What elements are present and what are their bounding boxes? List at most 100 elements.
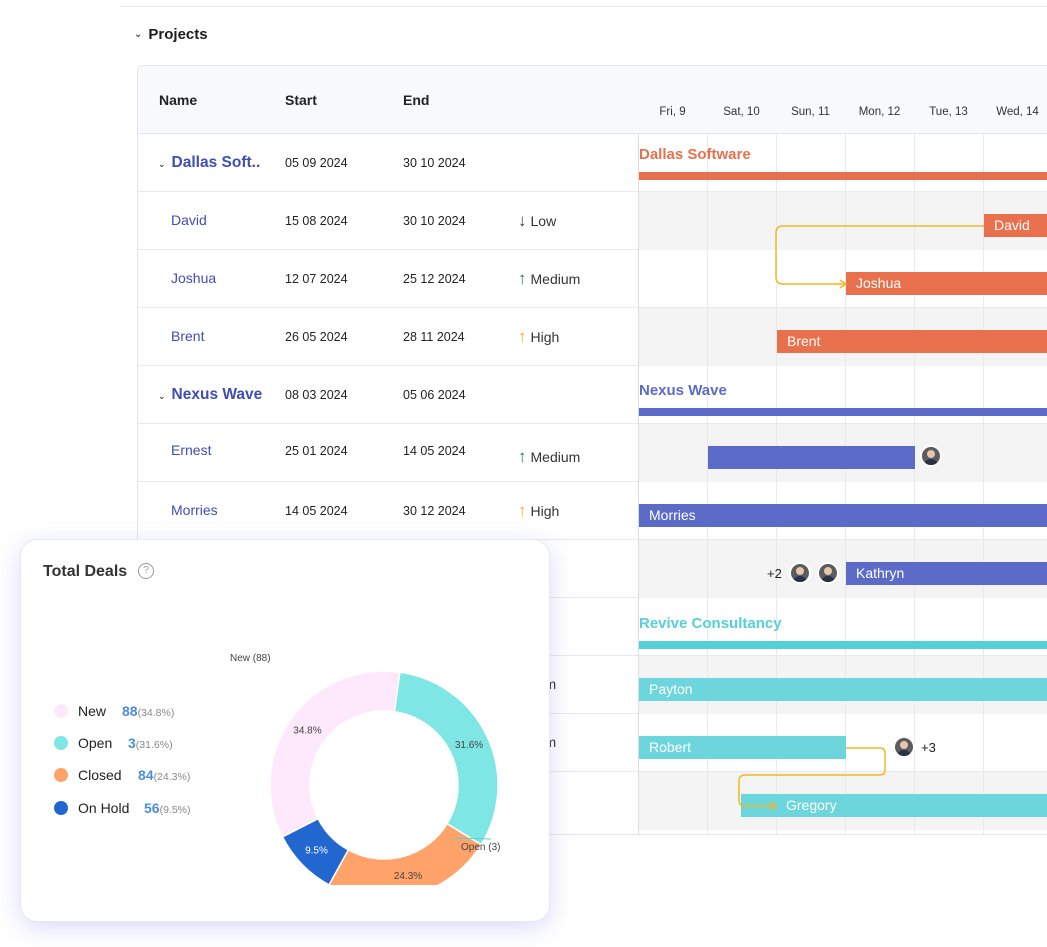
section-header-projects[interactable]: ⌄ Projects [134, 26, 208, 43]
table-row[interactable]: Joshua 12 07 2024 25 12 2024 ↑ Medium [138, 250, 1047, 308]
legend-value: 84 [138, 767, 154, 783]
callout-label: New (88) [230, 653, 271, 664]
group-name[interactable]: ⌄ Nexus Wave [158, 386, 262, 404]
start-date: 15 08 2024 [285, 214, 348, 228]
chevron-down-icon[interactable]: ⌄ [158, 159, 166, 169]
arrow-up-icon: ↑ [518, 501, 527, 520]
day-gridline [707, 134, 708, 834]
chevron-down-icon[interactable]: ⌄ [134, 29, 143, 40]
day-header: Mon, 12 [858, 106, 901, 118]
gantt-bar-ernest[interactable] [708, 446, 915, 469]
callout-line [453, 837, 492, 840]
row-name[interactable]: Ernest [171, 442, 212, 458]
avatar[interactable] [893, 736, 915, 758]
legend-dot [54, 704, 68, 718]
column-header-name[interactable]: Name [159, 92, 198, 108]
section-title: Projects [148, 26, 208, 43]
avatar[interactable] [817, 562, 839, 584]
start-date: 25 01 2024 [285, 444, 348, 458]
day-header: Wed, 14 [996, 106, 1039, 118]
donut-slice-label: 9.5% [305, 845, 328, 856]
row-name[interactable]: David [171, 212, 207, 228]
legend-label: Closed [78, 767, 122, 783]
priority: ↑ High [518, 502, 559, 519]
legend-dot [54, 768, 68, 782]
gantt-bar-gregory[interactable]: Gregory [741, 794, 1047, 817]
priority-label: Medium [530, 270, 581, 287]
donut-slice-label: 24.3% [394, 871, 422, 882]
help-icon[interactable]: ? [138, 563, 154, 579]
end-date: 30 12 2024 [403, 504, 466, 518]
start-date: 05 09 2024 [285, 156, 348, 170]
gantt-bar-morries[interactable]: Morries [639, 504, 1047, 527]
card-title: Total Deals [43, 563, 128, 580]
start-date: 12 07 2024 [285, 272, 348, 286]
gantt-group-label: Nexus Wave [639, 382, 727, 399]
legend-label: New [78, 703, 107, 719]
start-date: 26 05 2024 [285, 330, 348, 344]
legend-percent: (34.8%) [137, 707, 175, 719]
gantt-group-bar[interactable] [639, 408, 1047, 416]
group-name-label: Nexus Wave [171, 386, 263, 403]
legend-item[interactable]: Open 3 (31.6%) [54, 734, 173, 751]
legend-dot [54, 736, 68, 750]
callout-label: Open (3) [461, 842, 500, 853]
legend-value: 56 [144, 800, 160, 816]
table-row[interactable] [138, 598, 1047, 656]
end-date: 30 10 2024 [403, 156, 466, 170]
legend-label: On Hold [78, 800, 130, 816]
arrow-up-icon: ↑ [518, 269, 527, 288]
avatar[interactable] [789, 562, 811, 584]
end-date: 14 05 2024 [403, 444, 466, 458]
donut-slice-open[interactable] [393, 671, 499, 846]
table-row[interactable]: David 15 08 2024 30 10 2024 ↓ Low [138, 192, 1047, 250]
column-header-start[interactable]: Start [285, 92, 317, 108]
legend-percent: (9.5%) [159, 804, 191, 816]
chevron-down-icon[interactable]: ⌄ [158, 391, 166, 401]
arrow-up-icon: ↑ [518, 327, 527, 346]
priority: ↓ Low [518, 212, 556, 229]
arrow-up-icon: ↑ [518, 447, 527, 466]
day-header: Sun, 11 [791, 106, 830, 118]
extra-assignees-count[interactable]: +2 [767, 566, 782, 581]
priority-label: Low [530, 212, 557, 229]
column-header-end[interactable]: End [403, 92, 430, 108]
gantt-bar-robert[interactable]: Robert [639, 736, 846, 759]
day-gridline [776, 134, 777, 834]
gantt-group-bar[interactable] [639, 172, 1047, 180]
pane-splitter[interactable] [638, 134, 639, 834]
grid-header: Name Start End Fri, 9 Sat, 10 Sun, 11 Mo… [138, 66, 1047, 134]
donut-slice-new[interactable] [269, 670, 401, 838]
start-date: 08 03 2024 [285, 388, 348, 402]
priority-label: High [530, 328, 560, 345]
group-name-label: Dallas Soft.. [171, 154, 261, 171]
legend-item[interactable]: New 88 (34.8%) [54, 702, 174, 719]
table-row[interactable]: Morries 14 05 2024 30 12 2024 ↑ High [138, 482, 1047, 540]
day-header: Fri, 9 [659, 106, 686, 118]
gantt-bar-payton[interactable]: Payton [639, 678, 1047, 701]
avatar[interactable] [920, 445, 942, 467]
priority: ↑ High [518, 328, 559, 345]
legend-item[interactable]: Closed 84 (24.3%) [54, 766, 190, 783]
priority-label: Medium [530, 448, 581, 465]
row-name[interactable]: Morries [171, 502, 218, 518]
gantt-group-label: Revive Consultancy [639, 615, 782, 632]
gantt-bar-david[interactable]: David [984, 214, 1047, 237]
gantt-group-bar[interactable] [639, 641, 1047, 649]
gantt-bar-brent[interactable]: Brent [777, 330, 1047, 353]
end-date: 28 11 2024 [403, 330, 465, 344]
row-name[interactable]: Joshua [171, 270, 217, 286]
start-date: 14 05 2024 [285, 504, 348, 518]
row-name[interactable]: Brent [171, 328, 205, 344]
day-gridline [845, 134, 846, 834]
extra-assignees-count[interactable]: +3 [921, 740, 936, 755]
day-gridline [914, 134, 915, 834]
legend-value: 3 [128, 735, 136, 751]
legend-item[interactable]: On Hold 56 (9.5%) [54, 799, 191, 816]
table-row[interactable]: ⌄ Dallas Soft.. 05 09 2024 30 10 2024 [138, 134, 1047, 192]
table-row[interactable]: ⌄ Nexus Wave 08 03 2024 05 06 2024 [138, 366, 1047, 424]
gantt-group-label: Dallas Software [639, 146, 751, 163]
gantt-bar-joshua[interactable]: Joshua [846, 272, 1047, 295]
gantt-bar-kathryn[interactable]: Kathryn [846, 562, 1047, 585]
group-name[interactable]: ⌄ Dallas Soft.. [158, 154, 260, 172]
